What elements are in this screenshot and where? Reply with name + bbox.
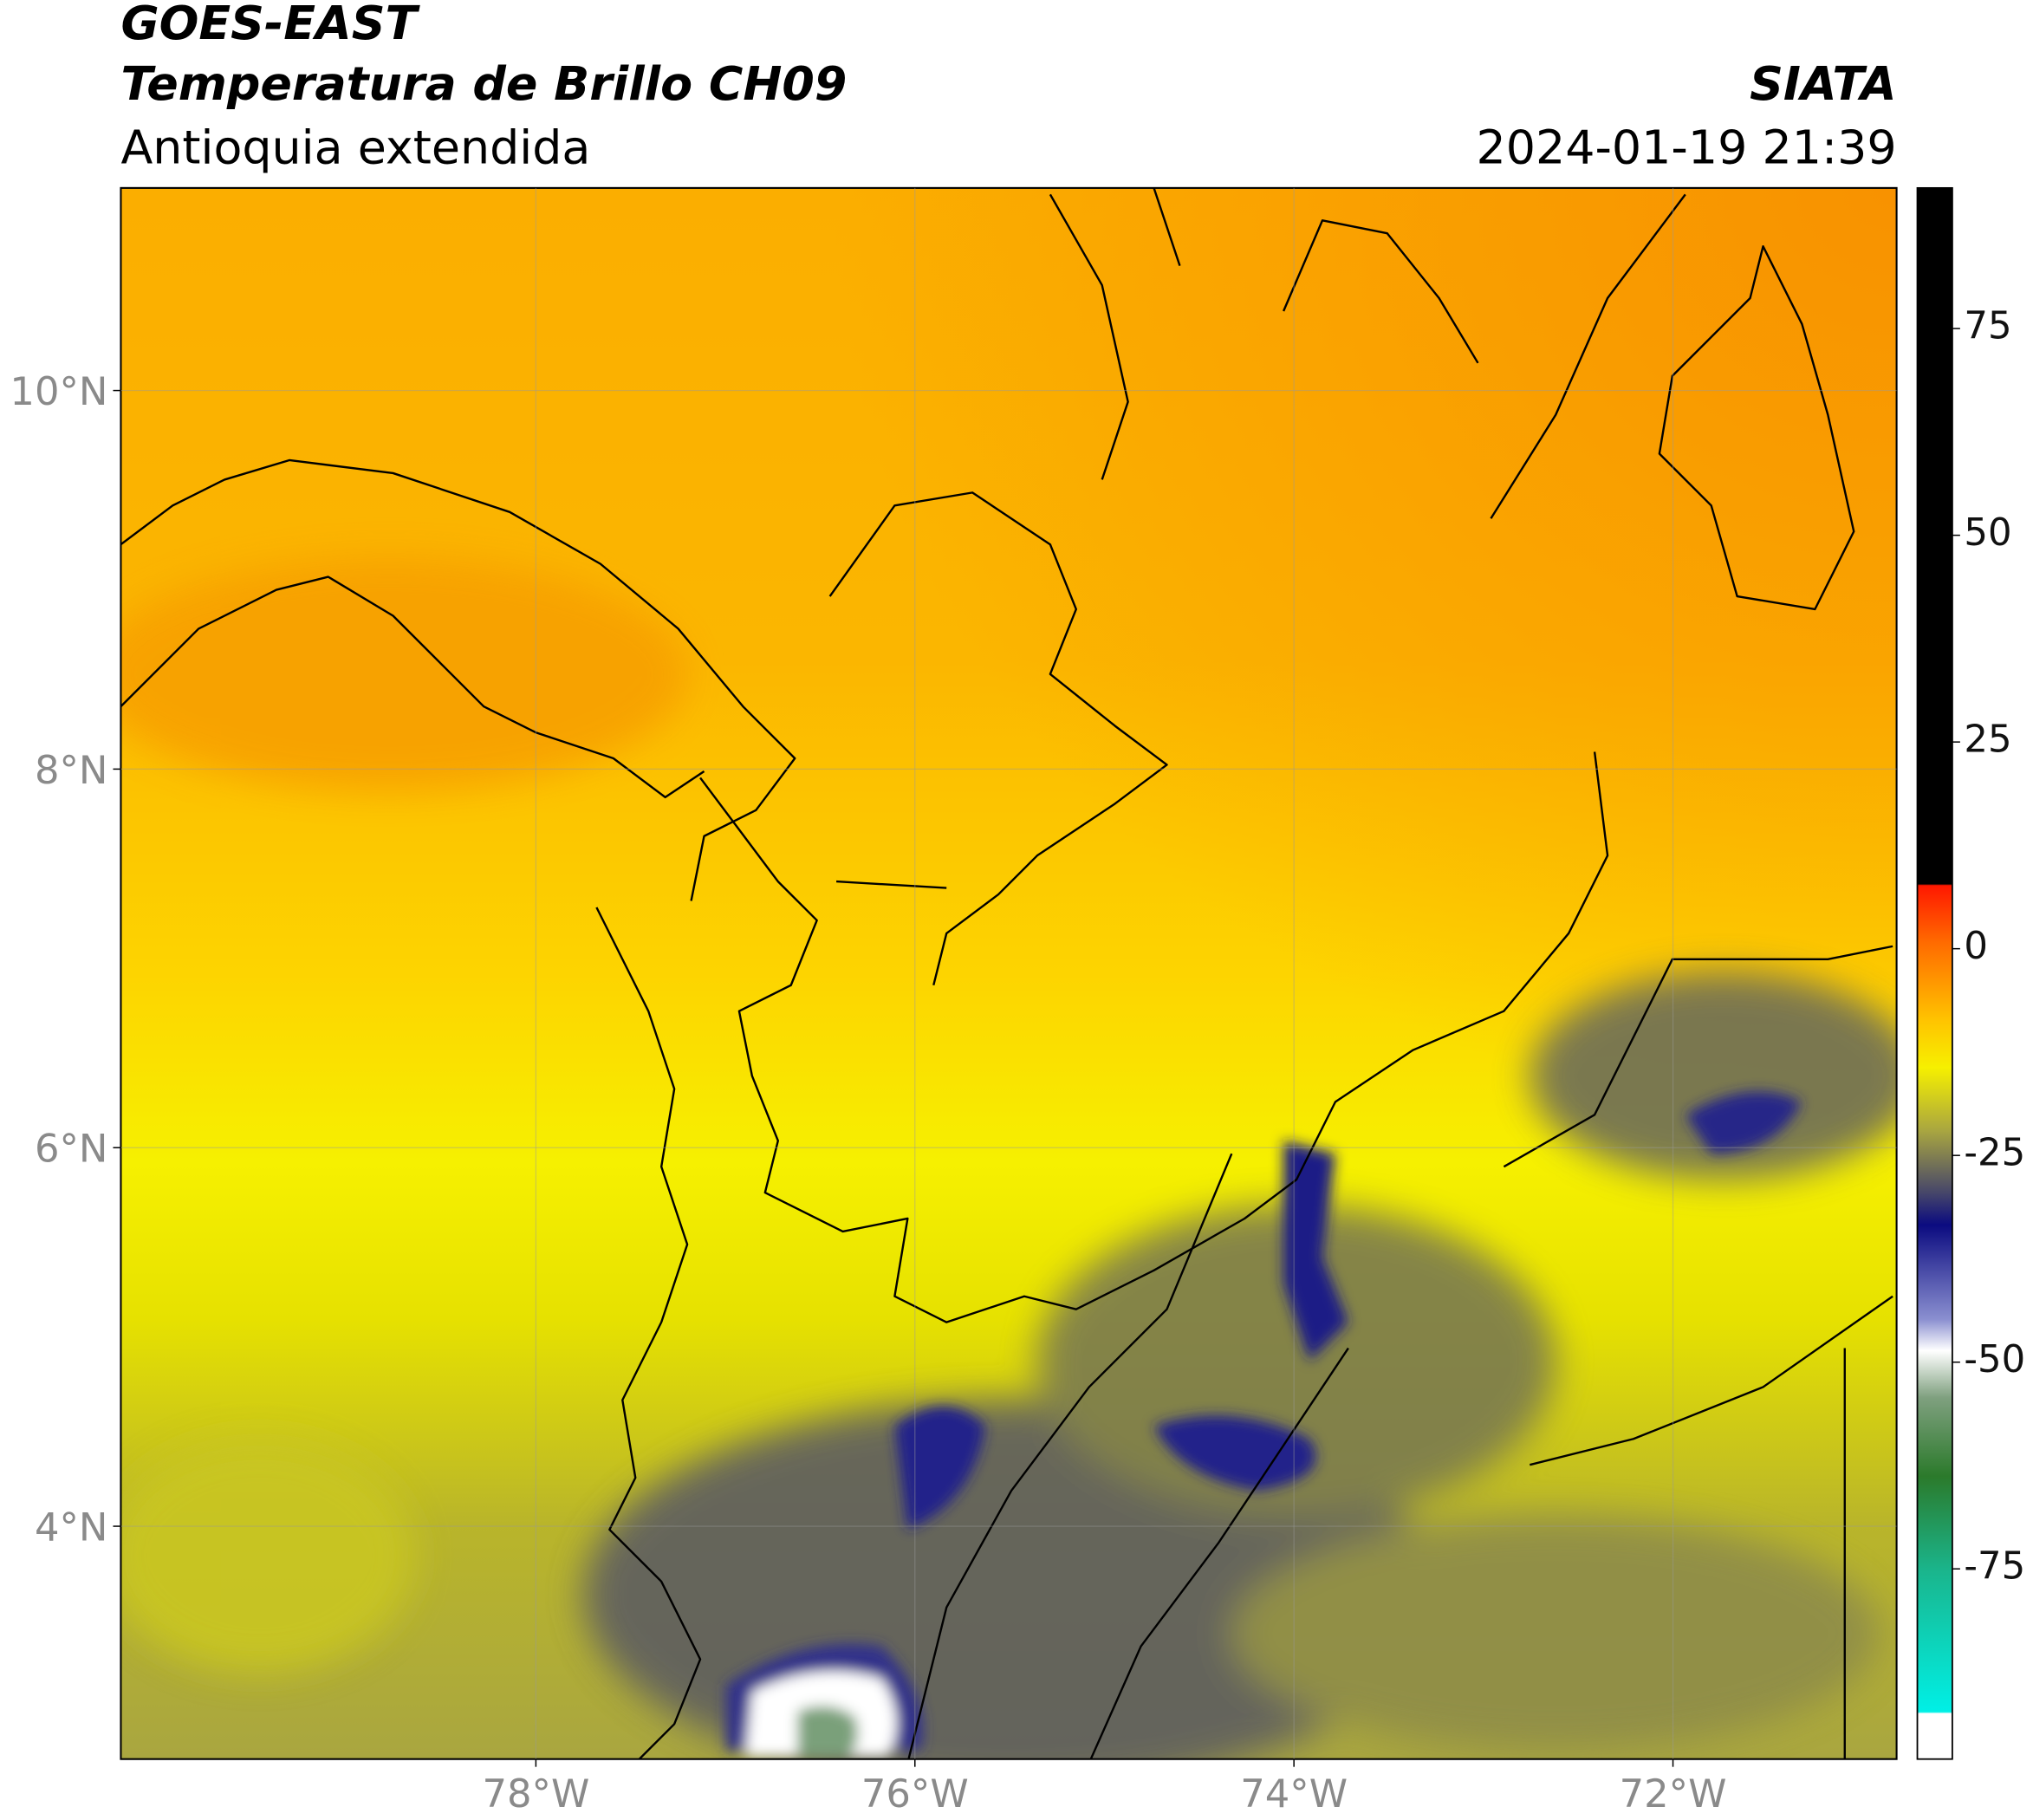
y-tick-label: 4°N xyxy=(35,1505,108,1550)
colorbar-label: 25 xyxy=(1964,718,2011,762)
colorbar-label: 0 xyxy=(1964,925,1988,968)
map-frame xyxy=(120,186,1898,1760)
source-title: GOES-EAST xyxy=(120,0,420,50)
colorbar-label: -75 xyxy=(1964,1545,2025,1589)
y-tick-label: 10°N xyxy=(10,368,107,414)
product-title: Temperatura de Brillo CH09 xyxy=(120,56,847,111)
map-image xyxy=(120,187,1897,1759)
colorbar-label: -25 xyxy=(1964,1132,2025,1175)
colorbar-label: 50 xyxy=(1964,511,2011,555)
x-tick-label: 76°W xyxy=(861,1771,969,1817)
x-tick-label: 72°W xyxy=(1620,1771,1727,1817)
datetime: 2024-01-19 21:39 xyxy=(1477,120,1897,174)
region-subtitle: Antioquia extendida xyxy=(120,120,590,174)
colorbar-label: -50 xyxy=(1964,1338,2025,1381)
x-tick-label: 78°W xyxy=(482,1771,589,1817)
agency: SIATA xyxy=(1750,56,1897,111)
x-tick-label: 74°W xyxy=(1240,1771,1348,1817)
y-tick-label: 8°N xyxy=(35,747,108,793)
colorbar-label: 75 xyxy=(1964,305,2011,348)
y-tick-label: 6°N xyxy=(35,1126,108,1172)
colorbar xyxy=(1916,186,1953,1760)
